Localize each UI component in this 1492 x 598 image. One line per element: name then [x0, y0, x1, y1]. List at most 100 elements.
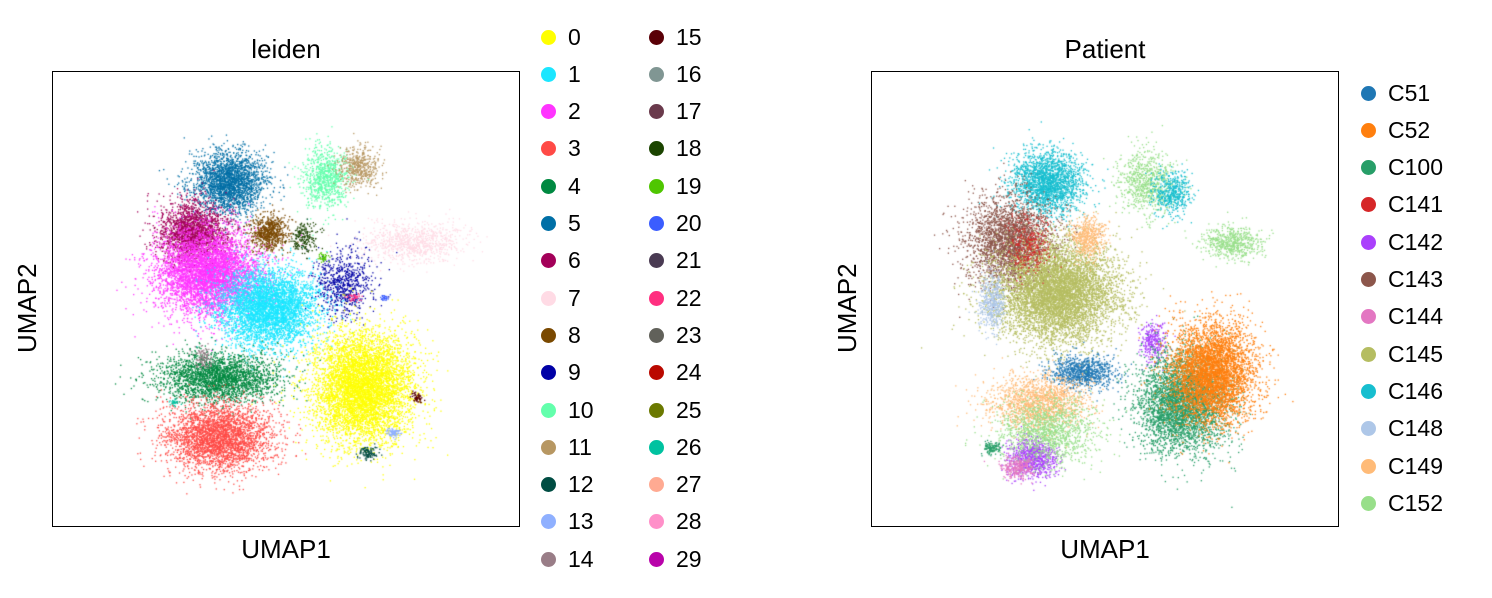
legend-item: 11	[541, 432, 592, 462]
legend-label: 2	[568, 98, 581, 125]
legend-item: C52	[1361, 115, 1430, 145]
legend-marker	[649, 253, 664, 269]
legend-item: 25	[649, 395, 702, 425]
legend-item: 5	[541, 209, 581, 239]
legend-item: C141	[1361, 190, 1443, 220]
leiden-panel-title: leiden	[251, 34, 321, 64]
legend-marker	[541, 290, 556, 306]
legend-label: 24	[676, 359, 702, 386]
legend-label: 7	[568, 284, 581, 311]
legend-label: 26	[676, 433, 702, 460]
legend-marker	[541, 178, 556, 194]
legend-item: 2	[541, 97, 581, 127]
legend-label: 3	[568, 135, 581, 162]
legend-item: 1	[541, 59, 581, 89]
legend-marker	[1361, 421, 1376, 437]
legend-label: 17	[676, 98, 702, 125]
legend-label: 12	[568, 471, 594, 498]
legend-marker	[1361, 122, 1376, 138]
legend-label: 25	[676, 396, 702, 423]
legend-item: C146	[1361, 376, 1443, 406]
legend-item: C51	[1361, 78, 1430, 108]
legend-label: C152	[1388, 489, 1443, 516]
legend-marker	[649, 66, 664, 82]
legend-item: C152	[1361, 488, 1443, 518]
legend-label: C144	[1388, 303, 1443, 330]
legend-label: C141	[1388, 191, 1443, 218]
legend-label: 10	[568, 396, 594, 423]
legend-label: 28	[676, 508, 702, 535]
legend-item: 15	[649, 22, 702, 52]
legend-marker	[541, 216, 556, 231]
legend-item: 10	[541, 395, 594, 425]
legend-label: 20	[676, 210, 702, 236]
legend-label: 11	[568, 433, 592, 460]
legend-label: C100	[1388, 154, 1443, 181]
legend-item: 7	[541, 283, 581, 313]
legend-item: 23	[649, 320, 702, 350]
legend-marker	[541, 439, 556, 455]
legend-label: 22	[676, 284, 702, 311]
legend-item: 3	[541, 134, 581, 164]
legend-label: 18	[676, 135, 702, 162]
legend-item: 6	[541, 246, 581, 276]
legend-label: 1	[568, 60, 581, 87]
leiden-scatter-canvas	[53, 72, 518, 525]
legend-item: 24	[649, 358, 702, 388]
legend-marker	[649, 439, 664, 455]
leiden-y-axis-label: UMAP2	[12, 263, 42, 353]
legend-marker	[649, 290, 664, 306]
legend-label: 27	[676, 471, 702, 498]
legend-marker	[649, 551, 664, 567]
legend-marker	[541, 29, 556, 45]
legend-marker	[649, 178, 664, 194]
legend-marker	[1361, 272, 1376, 287]
legend-label: 16	[676, 60, 702, 87]
legend-label: C148	[1388, 415, 1443, 442]
legend-label: 15	[676, 23, 702, 50]
legend-marker	[1361, 160, 1376, 176]
legend-marker	[541, 402, 556, 418]
legend-item: 13	[541, 507, 594, 537]
legend-label: 19	[676, 172, 702, 199]
legend-marker	[541, 477, 556, 493]
legend-marker	[541, 365, 556, 381]
legend-marker	[649, 141, 664, 157]
legend-item: 14	[541, 544, 594, 574]
legend-label: C146	[1388, 377, 1443, 404]
legend-label: 4	[568, 172, 581, 199]
legend-label: C51	[1388, 79, 1431, 106]
legend-item: C148	[1361, 414, 1443, 444]
legend-marker	[1361, 309, 1376, 325]
legend-label: 9	[568, 359, 581, 386]
legend-item: 9	[541, 358, 581, 388]
legend-label: 14	[568, 545, 594, 572]
legend-item: C143	[1361, 265, 1443, 295]
legend-item: C144	[1361, 302, 1443, 332]
legend-marker	[649, 216, 664, 231]
leiden-umap-plot	[52, 71, 520, 527]
legend-item: 19	[649, 171, 702, 201]
patient-y-axis-label: UMAP2	[832, 263, 862, 353]
legend-item: 29	[649, 544, 702, 574]
legend-label: C149	[1388, 452, 1443, 479]
legend-marker	[649, 402, 664, 418]
legend-item: 21	[649, 246, 702, 276]
legend-marker	[541, 327, 556, 343]
legend-marker	[541, 66, 556, 82]
legend-label: 6	[568, 247, 581, 274]
legend-marker	[1361, 458, 1376, 474]
legend-marker	[541, 141, 556, 157]
legend-item: 26	[649, 432, 702, 462]
legend-label: C52	[1388, 116, 1431, 143]
legend-label: 0	[568, 23, 581, 50]
legend-item: C142	[1361, 227, 1443, 257]
legend-marker	[649, 514, 664, 530]
legend-item: 20	[649, 209, 702, 239]
legend-marker	[1361, 197, 1376, 213]
legend-label: C142	[1388, 228, 1443, 255]
legend-label: 13	[568, 508, 594, 535]
legend-marker	[541, 104, 556, 120]
legend-label: C145	[1388, 340, 1443, 367]
legend-item: C149	[1361, 451, 1443, 481]
